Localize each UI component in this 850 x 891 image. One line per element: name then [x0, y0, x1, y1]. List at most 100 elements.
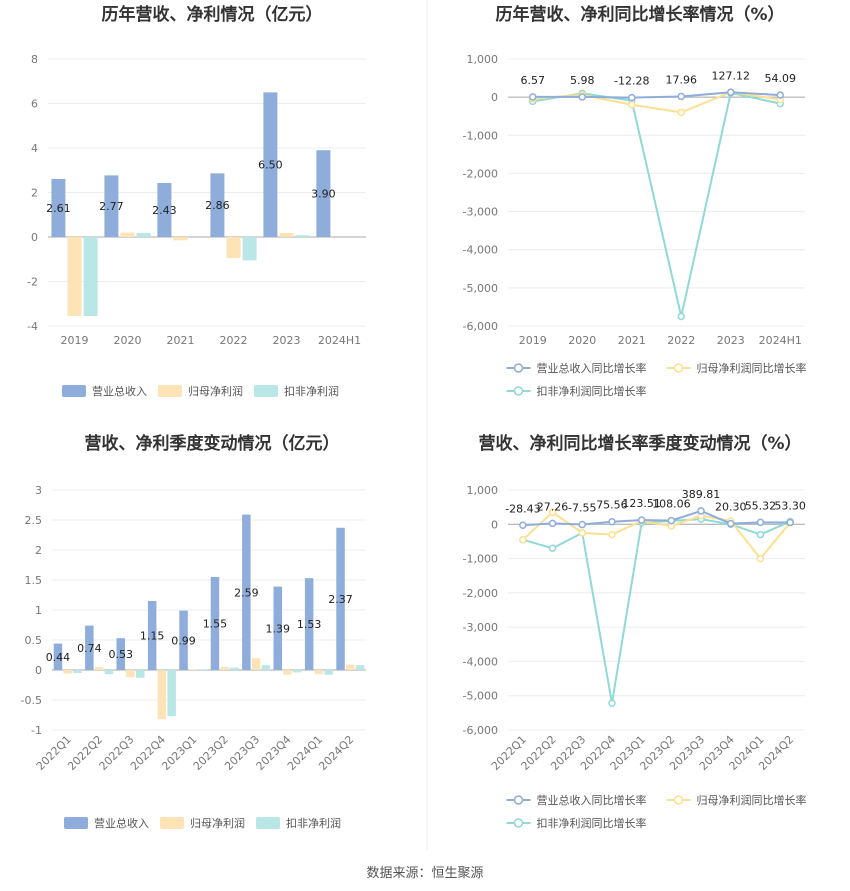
data-label: 1.55 — [203, 618, 228, 631]
line-point — [608, 699, 616, 708]
y-tick-label: 1 — [35, 604, 42, 617]
y-tick-label: 6 — [31, 98, 38, 111]
data-label: -28.43 — [505, 502, 540, 515]
legend-label: 扣非净利润 — [284, 384, 339, 398]
bar-1 — [179, 610, 188, 670]
bar-3 — [83, 237, 98, 316]
bar-2 — [189, 669, 198, 670]
bar-3 — [324, 670, 333, 675]
y-tick-label: 2 — [35, 544, 42, 557]
x-tick-label: 2024H1 — [759, 334, 802, 347]
y-tick-label: 2 — [31, 187, 38, 200]
line-point — [578, 93, 586, 101]
data-label: 2.37 — [328, 593, 353, 606]
x-tick-label: 2019 — [61, 334, 89, 347]
line-point — [608, 517, 616, 526]
bar-3 — [136, 232, 151, 237]
line-series-3 — [532, 91, 781, 317]
y-tick-label: -2 — [27, 276, 38, 289]
legend-label: 营业总收入 — [94, 816, 149, 830]
x-tick-label: 2024Q2 — [316, 733, 356, 773]
line-point — [756, 518, 765, 527]
line-point — [776, 91, 784, 99]
line-point — [519, 521, 527, 530]
y-tick-label: -3,000 — [463, 621, 498, 634]
legend-label: 归母净利润同比增长率 — [697, 793, 807, 807]
bar-3 — [293, 670, 302, 673]
bar-1 — [104, 175, 119, 237]
line-point — [519, 535, 527, 544]
legend-label: 归母净利润 — [188, 384, 243, 398]
data-label: 54.09 — [765, 72, 797, 85]
y-tick-label: -0.5 — [21, 694, 42, 707]
legend-swatch — [62, 385, 86, 397]
data-label: 27.26 — [537, 500, 569, 513]
line-point — [677, 312, 685, 321]
legend-label: 归母净利润 — [190, 816, 245, 830]
y-tick-label: 2.5 — [25, 514, 43, 527]
line-point — [677, 108, 685, 117]
legend-label: 营业总收入 — [92, 384, 147, 398]
bar-3 — [230, 667, 239, 670]
legend-swatch — [158, 385, 182, 397]
line-point — [608, 530, 616, 539]
legend-marker — [513, 363, 524, 373]
y-tick-label: 8 — [31, 53, 38, 66]
data-label: 20.30 — [715, 501, 747, 514]
bar-1 — [336, 527, 345, 670]
y-tick-label: 3 — [35, 484, 42, 497]
line-point — [727, 88, 735, 97]
line-point — [578, 520, 586, 529]
bar-2 — [346, 664, 355, 670]
line-point — [756, 530, 765, 539]
legend-marker — [673, 363, 684, 373]
y-tick-label: 0 — [491, 91, 498, 104]
legend-marker — [513, 818, 524, 828]
data-label: 2.43 — [152, 204, 177, 217]
data-label: 108.06 — [652, 498, 691, 511]
data-label: 1.39 — [266, 622, 291, 635]
bar-1 — [147, 601, 157, 670]
line-point — [628, 93, 636, 102]
line-point — [786, 518, 794, 527]
y-tick-label: 0 — [31, 231, 38, 244]
data-label: 0.44 — [46, 651, 71, 664]
legend-label: 营业总收入同比增长率 — [537, 361, 647, 375]
data-label: 75.56 — [596, 499, 628, 512]
bar-3 — [136, 670, 145, 678]
data-label: -7.55 — [568, 502, 596, 515]
legend-label: 营业总收入同比增长率 — [537, 793, 647, 807]
line-series-1 — [522, 509, 791, 527]
y-tick-label: -1,000 — [463, 129, 498, 142]
data-label: 53.30 — [774, 499, 806, 512]
y-tick-label: 0 — [491, 518, 498, 531]
y-tick-label: 1.5 — [25, 574, 43, 587]
bar-2 — [67, 237, 82, 316]
bar-1 — [273, 586, 282, 670]
legend-marker — [513, 795, 524, 805]
y-tick-label: -5,000 — [463, 282, 498, 295]
y-tick-label: -5,000 — [463, 690, 498, 703]
chart-title: 营收、净利季度变动情况（亿元） — [85, 433, 340, 454]
legend-swatch — [256, 817, 280, 829]
data-label: 2.61 — [46, 202, 71, 215]
line-point — [756, 554, 765, 563]
data-label: 0.74 — [77, 642, 102, 655]
data-label: 2.59 — [234, 586, 259, 599]
y-tick-label: -4 — [27, 320, 38, 333]
data-label: 5.98 — [570, 74, 595, 87]
line-point — [637, 516, 646, 524]
line-point — [548, 519, 557, 528]
y-tick-label: -2,000 — [463, 167, 498, 180]
bar-1 — [51, 178, 66, 237]
line-point — [548, 544, 557, 553]
y-tick-label: -4,000 — [463, 655, 498, 668]
chart-title: 历年营收、净利同比增长率情况（%） — [495, 4, 784, 25]
data-label: 0.99 — [171, 634, 196, 647]
x-tick-label: 2023 — [717, 334, 745, 347]
bar-1 — [263, 92, 278, 237]
bar-3 — [198, 669, 208, 670]
bar-3 — [355, 665, 365, 670]
y-tick-label: 1,000 — [467, 484, 499, 497]
bar-2 — [120, 232, 135, 237]
